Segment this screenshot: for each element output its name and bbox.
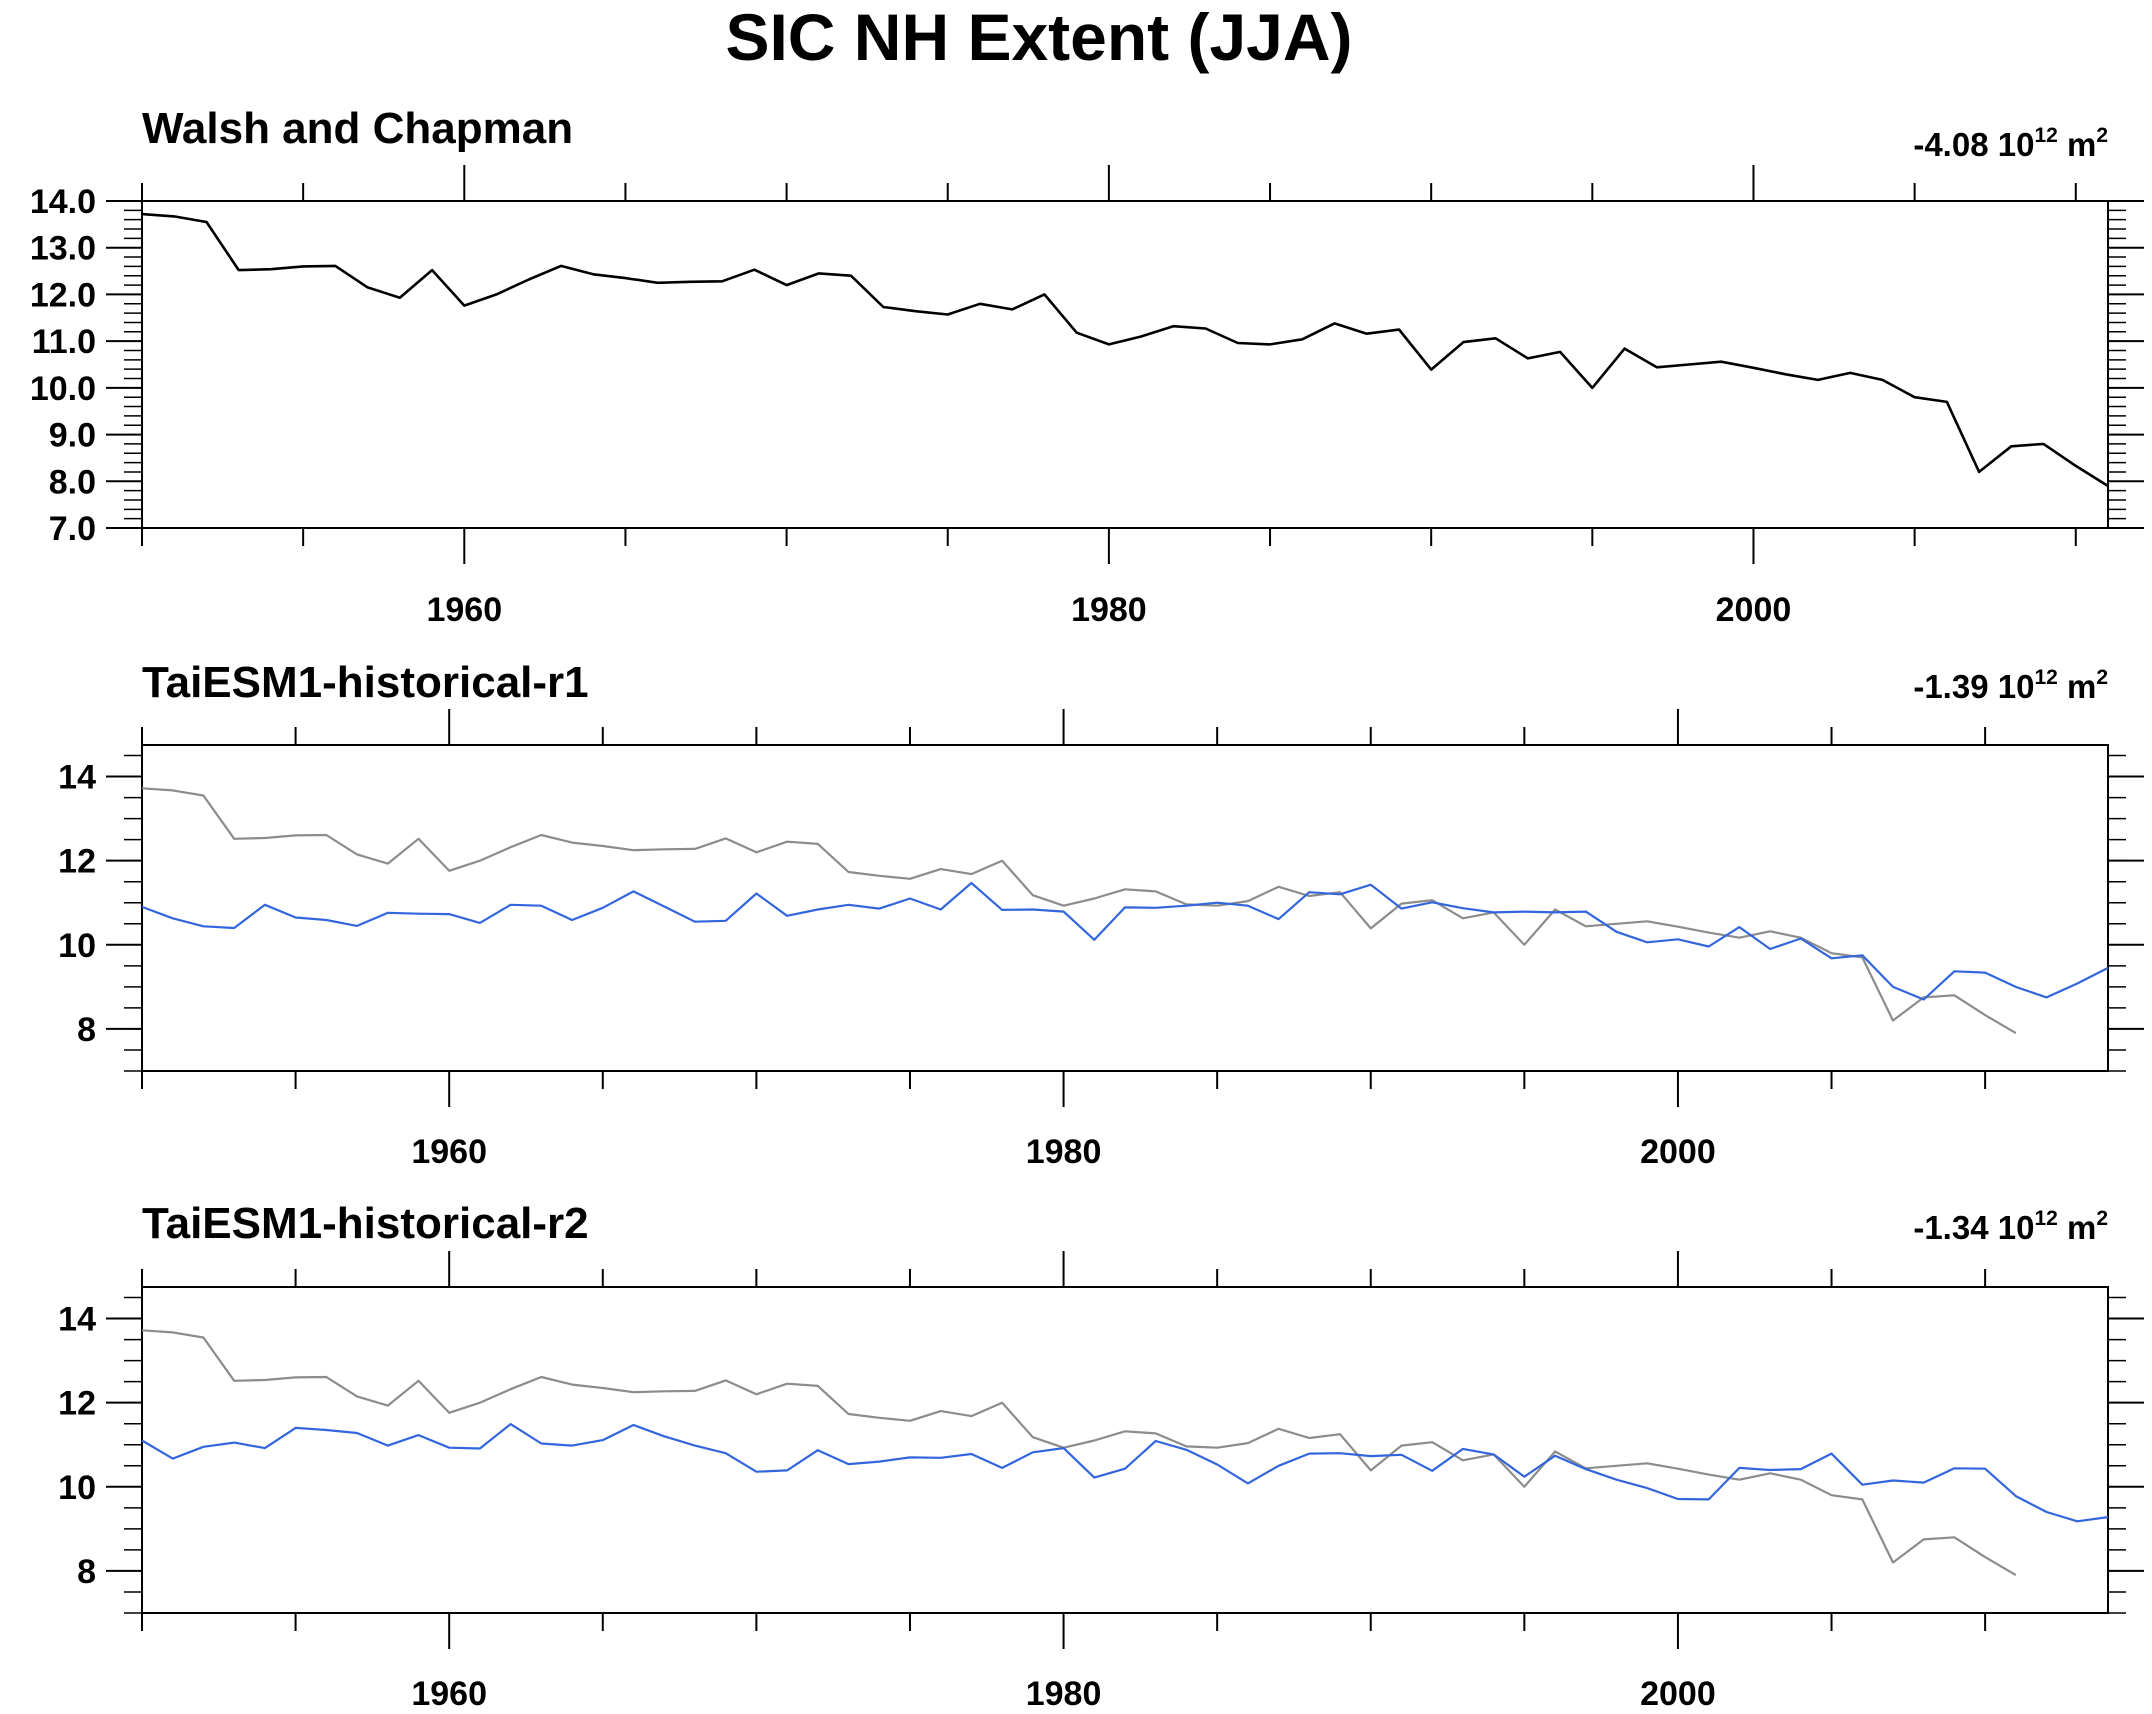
y-tick-label: 12 — [58, 843, 96, 881]
trend-unit-m: m — [2067, 668, 2096, 705]
trend-label: -4.08 1012 m2 — [1913, 124, 2108, 163]
series-line-model — [141, 881, 2109, 1001]
y-tick-label: 14 — [58, 1301, 96, 1339]
panel-title: Walsh and Chapman — [142, 104, 573, 153]
y-tick-label: 7.0 — [49, 510, 96, 548]
trend-unit-exp: 12 — [2034, 124, 2057, 147]
plot-area: 7.0 8.0 9.0 10.0 11.0 12.0 13.0 14.0 1960 1980 200… — [30, 165, 2144, 629]
trend-unit-base: 10 — [1998, 1209, 2035, 1246]
panel-title: TaiESM1-historical-r2 — [142, 1199, 589, 1248]
panel-taiesm1-r2: TaiESM1-historical-r2 -1.34 1012 m2 8101… — [58, 1199, 2144, 1713]
y-tick-label: 9.0 — [49, 417, 96, 455]
panel-taiesm1-r1: TaiESM1-historical-r1 -1.39 1012 m2 8101… — [58, 658, 2144, 1171]
plot-frame — [141, 200, 2109, 529]
y-tick-label: 8 — [77, 1553, 96, 1591]
y-tick-label: 11.0 — [32, 323, 96, 361]
x-tick-label: 2000 — [1640, 1133, 1716, 1171]
x-tick-label: 1980 — [1071, 591, 1147, 629]
series-line-obs_ref — [141, 787, 2017, 1035]
x-tick-label: 1960 — [411, 1133, 487, 1171]
plot-area: 8 10 12 14 1960 1980 2000 — [58, 709, 2144, 1171]
series-line-obs_ref — [141, 1329, 2017, 1577]
y-tick-label: 10 — [58, 927, 96, 965]
y-tick-label: 10.0 — [30, 370, 96, 408]
trend-value: -4.08 — [1913, 126, 1988, 163]
figure-title: SIC NH Extent (JJA) — [725, 0, 1352, 74]
y-tick-label: 13.0 — [30, 230, 96, 268]
y-tick-label: 12.0 — [30, 276, 96, 314]
y-tick-label: 12 — [58, 1385, 96, 1423]
x-tick-label: 2000 — [1640, 1675, 1716, 1713]
trend-unit-m: m — [2067, 126, 2096, 163]
x-tick-label: 1980 — [1026, 1133, 1102, 1171]
trend-value: -1.34 — [1913, 1209, 1989, 1246]
y-tick-label: 10 — [58, 1469, 96, 1507]
plot-frame — [141, 1286, 2109, 1614]
trend-unit-m-exp: 2 — [2096, 124, 2108, 147]
panel-walsh-chapman: Walsh and Chapman -4.08 1012 m2 7.0 8.0 9.… — [30, 104, 2144, 629]
series-line-model — [141, 1422, 2109, 1523]
trend-value: -1.39 — [1913, 668, 1988, 705]
x-tick-label: 2000 — [1716, 591, 1792, 629]
x-tick-label: 1960 — [426, 591, 502, 629]
y-tick-label: 8.0 — [49, 463, 96, 501]
trend-unit-base: 10 — [1998, 126, 2035, 163]
trend-label: -1.34 1012 m2 — [1913, 1207, 2108, 1246]
plot-area: 8 10 12 14 1960 1980 2000 — [58, 1251, 2144, 1713]
trend-unit-m-exp: 2 — [2096, 666, 2108, 689]
x-tick-label: 1960 — [411, 1675, 487, 1713]
y-tick-label: 14 — [58, 759, 96, 797]
series-line-obs — [141, 212, 2109, 488]
y-tick-label: 14.0 — [30, 183, 96, 221]
trend-unit-m-exp: 2 — [2096, 1207, 2108, 1230]
x-tick-label: 1980 — [1026, 1675, 1102, 1713]
trend-unit-m: m — [2067, 1209, 2096, 1246]
trend-label: -1.39 1012 m2 — [1913, 666, 2108, 705]
trend-unit-base: 10 — [1998, 668, 2035, 705]
y-tick-label: 8 — [77, 1011, 96, 1049]
trend-unit-exp: 12 — [2034, 666, 2057, 689]
trend-unit-exp: 12 — [2034, 1207, 2057, 1230]
panel-title: TaiESM1-historical-r1 — [142, 658, 589, 707]
